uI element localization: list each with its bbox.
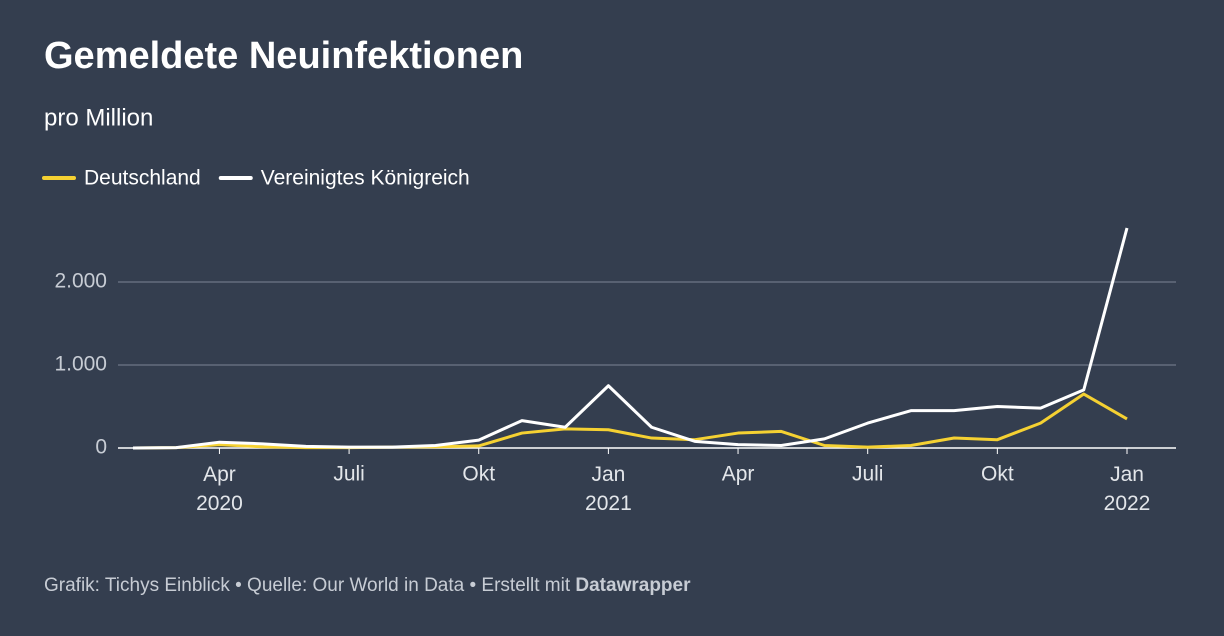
x-tick-label: Juli	[333, 463, 365, 486]
y-tick-label: 2.000	[54, 270, 107, 293]
x-tick-label: Okt	[462, 463, 495, 486]
series-line	[132, 227, 1129, 450]
legend-label: Vereinigtes Königreich	[261, 167, 470, 190]
x-tick-label: Apr	[722, 463, 755, 486]
chart-title: Gemeldete Neuinfektionen	[44, 35, 523, 77]
x-tick-label: Apr 2020	[196, 463, 243, 515]
chart-subtitle: pro Million	[44, 104, 153, 131]
footer-text: Grafik: Tichys Einblick • Quelle: Our Wo…	[44, 575, 571, 596]
x-tick-label: Juli	[852, 463, 884, 486]
y-tick-label: 0	[95, 436, 107, 459]
series-line	[132, 392, 1128, 450]
footer: Grafik: Tichys Einblick • Quelle: Our Wo…	[44, 575, 691, 596]
x-tick-label: Jan 2022	[1104, 463, 1151, 515]
x-tick-label: Jan 2021	[585, 463, 632, 515]
legend-label: Deutschland	[84, 167, 201, 190]
y-tick-label: 1.000	[54, 353, 107, 376]
x-tick-label: Okt	[981, 463, 1014, 486]
footer-credit: Datawrapper	[575, 575, 691, 596]
